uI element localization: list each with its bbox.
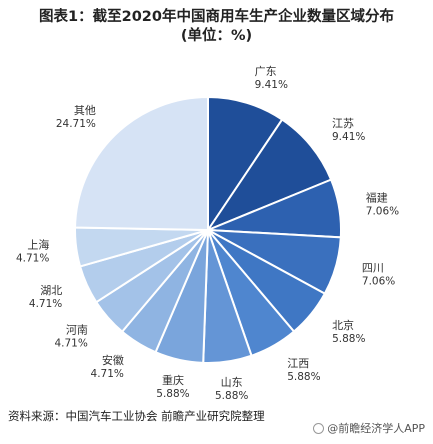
slice-label-name: 四川 (362, 262, 384, 275)
slice-label-name: 其他 (74, 104, 96, 117)
slice-label-value: 7.06% (366, 205, 399, 217)
slice-label-name: 河南 (66, 324, 88, 337)
pie-chart: 广东 9.41% 江苏 9.41% 福建 7.06% 四川 7.06% 北京 5.88% 江西 5.8… (0, 40, 433, 410)
pie-slice-广东 (207, 95, 284, 234)
pie-slice-江苏 (205, 118, 333, 233)
slice-label-name: 江苏 (332, 117, 354, 130)
slice-label-value: 7.06% (362, 276, 395, 288)
brand-text: @前瞻经济学人APP (327, 422, 425, 435)
slice-label-name: 湖北 (40, 284, 62, 297)
slice-label-name: 安徽 (102, 353, 124, 367)
slice-label-value: 5.88% (156, 388, 189, 400)
slice-label-value: 4.71% (29, 298, 62, 310)
slice-label-name: 山东 (221, 376, 243, 389)
slice-label-value: 4.71% (91, 368, 124, 380)
slice-label-value: 5.88% (287, 371, 320, 383)
source-note: 资料来源：中国汽车工业协会 前瞻产业研究院整理 (8, 409, 265, 423)
slice-label-name: 江西 (287, 357, 309, 370)
pie-slice-其他 (74, 95, 209, 232)
brand-watermark: @前瞻经济学人APP (313, 420, 425, 436)
slice-label-value: 4.71% (54, 338, 87, 350)
slice-label-value: 4.71% (16, 253, 49, 265)
slice-label-name: 福建 (366, 190, 388, 204)
chart-title-line-2: (单位：%) (180, 28, 253, 44)
slice-label-name: 广东 (255, 65, 277, 78)
slice-label-value: 9.41% (332, 131, 365, 143)
pie-chart-svg: 广东9.41%江苏9.41%福建7.06%四川7.06%北京5.88%江西5.8… (16, 65, 399, 402)
chart-title-line-1: 图表1：截至2020年中国商用车生产企业数量区域分布 (39, 9, 394, 25)
slice-label-value: 24.71% (56, 118, 96, 130)
chart-title: 图表1：截至2020年中国商用车生产企业数量区域分布 (单位：%) (0, 8, 433, 46)
slice-label-name: 北京 (332, 318, 354, 332)
slice-label-value: 9.41% (255, 79, 288, 91)
slice-label-name: 上海 (27, 238, 49, 252)
brand-logo-icon (313, 423, 325, 434)
slice-label-value: 5.88% (332, 333, 365, 345)
slice-label-name: 重庆 (162, 373, 184, 387)
slice-label-value: 5.88% (215, 390, 248, 402)
